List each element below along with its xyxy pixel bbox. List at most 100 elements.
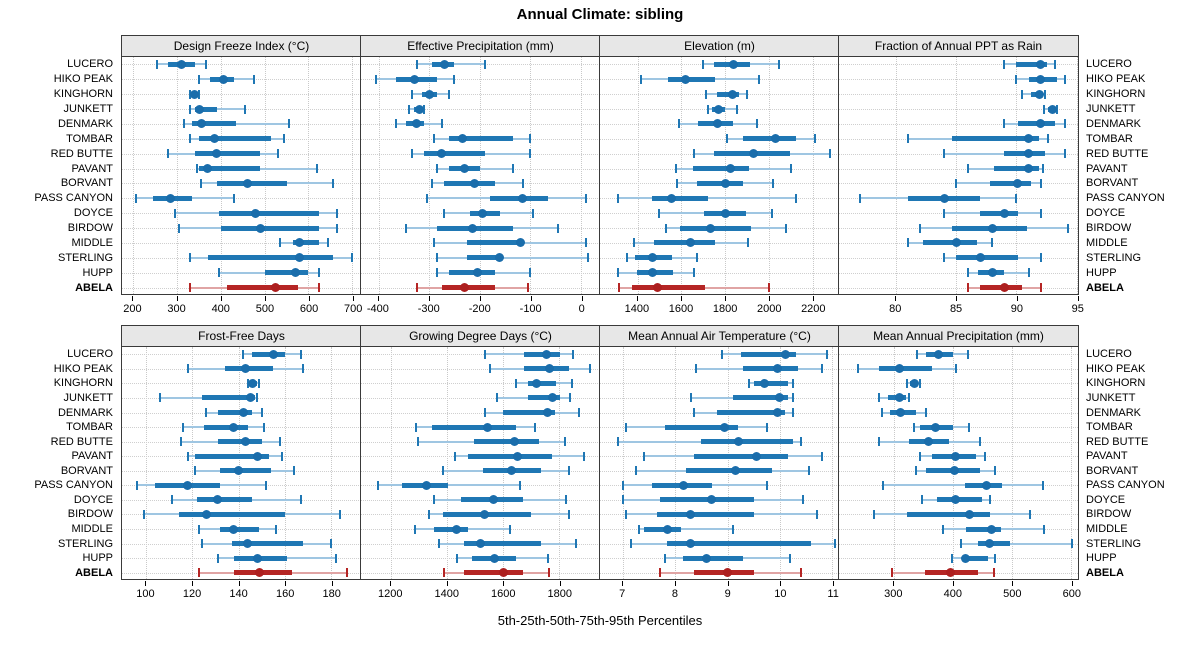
gridline-horizontal — [839, 94, 1078, 96]
whisker-5-95 — [183, 122, 289, 125]
whisker-cap-95 — [791, 378, 794, 388]
axis-tick — [309, 296, 311, 301]
median-dot — [923, 437, 933, 447]
whisker-cap-5 — [433, 238, 436, 248]
iqr-bar-25-75 — [467, 255, 503, 261]
median-dot — [984, 539, 994, 549]
median-dot — [196, 119, 206, 129]
whisker-cap-5 — [629, 539, 632, 549]
whisker-cap-95 — [991, 238, 994, 248]
median-dot — [213, 495, 223, 505]
whisker-cap-95 — [521, 178, 524, 188]
median-dot — [547, 393, 557, 403]
iqr-bar-25-75 — [1016, 61, 1047, 67]
whisker-cap-95 — [287, 119, 290, 129]
whisker-cap-5 — [906, 238, 909, 248]
station-label-left: STERLING — [57, 251, 113, 264]
whisker-cap-95 — [815, 509, 818, 519]
station-label-left: KINGHORN — [53, 377, 113, 390]
whisker-cap-95 — [1070, 539, 1073, 549]
whisker-cap-5 — [189, 253, 192, 263]
station-label-left: TOMBAR — [66, 132, 113, 145]
whisker-cap-95 — [351, 253, 354, 263]
station-label-left: LUCERO — [67, 348, 113, 361]
median-dot — [714, 104, 724, 114]
median-dot — [229, 524, 239, 534]
whisker-cap-5 — [395, 119, 398, 129]
whisker-cap-5 — [622, 495, 624, 505]
axis-tick-label: 500 — [255, 303, 275, 315]
iqr-bar-25-75 — [194, 151, 261, 157]
median-dot — [541, 349, 551, 359]
whisker-cap-5 — [483, 349, 486, 359]
iqr-bar-25-75 — [651, 195, 708, 201]
gridline-horizontal — [839, 272, 1078, 274]
axis-tick-label: 1400 — [434, 588, 459, 600]
whisker-cap-5 — [435, 164, 438, 174]
whisker-cap-5 — [170, 495, 173, 505]
gridline-horizontal — [839, 543, 1078, 545]
iqr-bar-25-75 — [424, 151, 485, 157]
median-dot — [770, 134, 780, 144]
iqr-bar-25-75 — [203, 424, 248, 430]
station-label-left: HIKO PEAK — [53, 73, 113, 86]
whisker-cap-95 — [799, 437, 802, 447]
iqr-bar-25-75 — [632, 285, 706, 291]
median-dot — [667, 193, 676, 203]
whisker-cap-95 — [1054, 59, 1057, 69]
median-dot — [183, 480, 193, 490]
station-label-right: ABELA — [1086, 566, 1124, 579]
station-label-right: PAVANT — [1086, 162, 1128, 175]
whisker-cap-5 — [674, 164, 677, 174]
station-label-right: BIRDOW — [1086, 222, 1132, 235]
station-label-right: STERLING — [1086, 251, 1142, 264]
whisker-cap-95 — [440, 119, 443, 129]
gridline-horizontal — [839, 287, 1078, 289]
station-label-right: TOMBAR — [1086, 421, 1133, 434]
whisker-cap-5 — [159, 393, 162, 403]
whisker-cap-95 — [529, 134, 532, 144]
median-dot — [194, 104, 204, 114]
whisker-cap-5 — [1003, 119, 1006, 129]
whisker-cap-95 — [335, 223, 338, 233]
station-label-left: MIDDLE — [71, 236, 113, 249]
gridline-horizontal — [361, 383, 600, 385]
axis-tick-label: 200 — [123, 303, 142, 315]
gridline-vertical — [812, 57, 814, 294]
gridline-vertical — [832, 347, 834, 579]
median-dot — [723, 568, 733, 578]
whisker-cap-95 — [529, 149, 532, 159]
median-dot — [509, 437, 519, 447]
median-dot — [483, 422, 493, 432]
axis-tick — [681, 296, 683, 301]
whisker-cap-95 — [318, 283, 321, 293]
gridline-horizontal — [600, 354, 839, 356]
axis-tick-label: 300 — [167, 303, 186, 315]
iqr-bar-25-75 — [434, 526, 469, 532]
whisker-cap-95 — [204, 59, 207, 69]
median-dot — [648, 268, 658, 278]
median-dot — [749, 149, 758, 159]
iqr-bar-25-75 — [683, 555, 744, 561]
median-dot — [234, 466, 244, 476]
gridline-vertical — [192, 347, 194, 579]
whisker-5-95 — [638, 528, 733, 531]
whisker-cap-5 — [496, 393, 499, 403]
whisker-cap-95 — [518, 480, 521, 490]
median-dot — [1024, 134, 1033, 144]
iqr-bar-25-75 — [449, 270, 495, 276]
whisker-cap-5 — [415, 59, 418, 69]
axis-tick — [674, 581, 676, 586]
whisker-cap-5 — [455, 553, 458, 563]
median-dot — [712, 119, 722, 129]
whisker-cap-95 — [966, 349, 969, 359]
iqr-bar-25-75 — [956, 255, 1018, 261]
median-dot — [946, 568, 956, 578]
whisker-cap-95 — [256, 393, 259, 403]
axis-tick — [1077, 296, 1079, 301]
whisker-cap-95 — [299, 495, 302, 505]
axis-tick-label: 11 — [827, 588, 839, 600]
whisker-cap-95 — [483, 59, 486, 69]
whisker-cap-95 — [327, 238, 330, 248]
whisker-cap-5 — [427, 509, 430, 519]
